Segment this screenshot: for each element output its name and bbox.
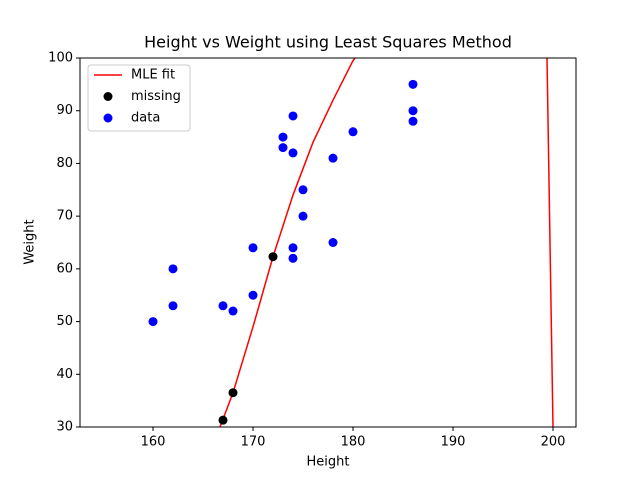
point <box>288 243 298 253</box>
legend-label: data <box>131 111 160 126</box>
point <box>408 116 418 126</box>
x-tick-label: 190 <box>441 435 466 450</box>
x-tick-label: 170 <box>241 435 266 450</box>
point <box>168 264 178 274</box>
x-tick-label: 160 <box>141 435 166 450</box>
y-tick-label: 40 <box>56 367 73 382</box>
legend-box <box>87 64 191 132</box>
point <box>218 415 228 425</box>
point <box>348 127 358 137</box>
legend-label: MLE fit <box>131 68 175 83</box>
plot-area <box>148 58 554 427</box>
x-tick-label: 200 <box>541 435 566 450</box>
point <box>248 290 258 300</box>
point <box>288 148 298 158</box>
point <box>288 253 298 263</box>
y-tick-label: 80 <box>56 156 73 171</box>
legend-label: missing <box>131 89 181 104</box>
point <box>408 79 418 89</box>
y-tick-label: 70 <box>56 209 73 224</box>
point <box>278 143 288 153</box>
point <box>148 317 158 327</box>
point <box>168 301 178 311</box>
y-tick-label: 60 <box>56 261 73 276</box>
point <box>298 185 308 195</box>
y-tick-label: 90 <box>56 103 73 118</box>
point <box>298 211 308 221</box>
point <box>408 106 418 116</box>
y-tick-label: 50 <box>56 314 73 329</box>
x-axis-label: Height <box>307 455 350 470</box>
chart-title: Height vs Weight using Least Squares Met… <box>144 33 512 52</box>
point <box>228 306 238 316</box>
point <box>248 243 258 253</box>
point <box>288 111 298 121</box>
y-axis-label: Weight <box>23 219 38 264</box>
point <box>328 153 338 163</box>
y-tick-label: 100 <box>48 51 73 66</box>
point <box>218 301 228 311</box>
axes-frame <box>79 57 577 428</box>
legend-marker <box>103 92 113 101</box>
point <box>268 252 278 262</box>
y-tick-label: 30 <box>56 420 73 435</box>
x-tick-label: 180 <box>341 435 366 450</box>
point <box>228 388 238 398</box>
fit-line <box>219 58 554 427</box>
point <box>278 132 288 142</box>
legend-marker <box>103 113 113 123</box>
point <box>328 238 338 247</box>
